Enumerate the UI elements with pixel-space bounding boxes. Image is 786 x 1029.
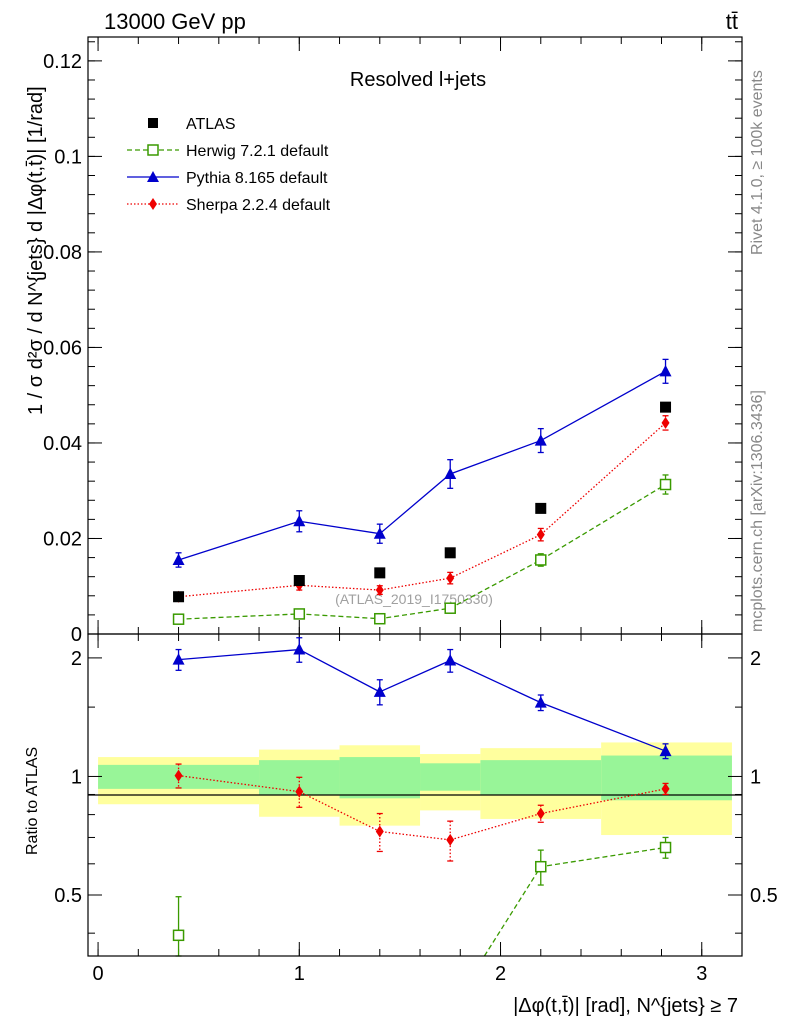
ratio-sherpa-point	[375, 825, 384, 838]
ratio-sherpa-point	[446, 833, 455, 846]
main-pythia-point	[373, 527, 386, 539]
ratio-inner-band	[339, 757, 421, 799]
ratio-inner-band	[420, 763, 481, 791]
ratio-pythia-point	[444, 653, 457, 666]
main-herwig-line	[178, 483, 666, 620]
main-y-tick-label: 0.08	[43, 242, 82, 264]
legend-pythia-label: Pythia 8.165 default	[186, 170, 328, 187]
main-herwig-point	[659, 478, 672, 491]
ratio-sherpa-point	[295, 785, 304, 798]
ratio-sherpa-point	[174, 769, 183, 782]
x-tick-label: 2	[495, 963, 506, 985]
ratio-markers	[172, 637, 672, 957]
main-atlas-point	[535, 502, 547, 514]
legend-herwig: Herwig 7.2.1 default	[127, 143, 329, 160]
main-markers	[172, 358, 672, 625]
main-herwig-point	[374, 612, 386, 625]
main-sherpa-point	[661, 416, 670, 429]
ratio-herwig-point	[659, 841, 672, 854]
main-atlas-point	[173, 591, 185, 603]
ratio-herwig-point	[535, 860, 547, 873]
ratio-pythia-point	[534, 696, 547, 708]
ratio-frame	[87, 633, 743, 957]
main-atlas-point	[444, 547, 456, 559]
legend-herwig-label: Herwig 7.2.1 default	[186, 143, 329, 160]
mcplots-label: mcplots.cern.ch [arXiv:1306.3436]	[749, 390, 766, 632]
ratio-herwig-line	[483, 846, 666, 957]
main-y-tick-label: 0.06	[43, 337, 82, 359]
ratio-pythia-point	[293, 643, 306, 655]
main-sherpa-point	[375, 584, 384, 597]
legend-sherpa-label: Sherpa 2.2.4 default	[186, 197, 331, 214]
ratio-uncertainty-bands	[98, 742, 732, 836]
main-herwig-point	[293, 608, 306, 620]
ratio-pythia-point	[172, 653, 185, 665]
main-sherpa-point	[446, 572, 455, 585]
ratio-y-tick-label-right: 2	[750, 648, 761, 670]
ratio-y-tick-label-right: 0.5	[750, 885, 778, 907]
legend-sherpa: Sherpa 2.2.4 default	[127, 197, 331, 214]
ratio-y-tick-label: 2	[71, 648, 82, 670]
main-y-tick-label: 0.12	[43, 51, 82, 73]
main-herwig-point	[535, 554, 547, 566]
main-ylabel: 1 / σ d²σ / d N^{jets} d |Δφ(t,t̄)| [1/r…	[25, 86, 47, 415]
main-panel: Resolved l+jets (ATLAS_2019_I1750330) 00…	[25, 36, 743, 646]
legend-pythia-marker	[147, 171, 159, 182]
main-atlas-point	[660, 401, 672, 413]
main-y-tick-label: 0.02	[43, 528, 82, 550]
legend-atlas: ATLAS	[148, 116, 236, 133]
ratio-ylabel: Ratio to ATLAS	[24, 747, 41, 855]
watermark-label: (ATLAS_2019_I1750330)	[335, 591, 493, 607]
process-label: tt̄	[726, 9, 738, 34]
x-tick-label: 3	[696, 963, 707, 985]
rivet-label: Rivet 4.1.0, ≥ 100k events	[749, 70, 766, 255]
main-pythia-point	[659, 364, 672, 377]
legend-pythia: Pythia 8.165 default	[127, 170, 328, 187]
main-pythia-point	[444, 467, 457, 480]
ratio-sherpa-point	[661, 782, 670, 795]
ratio-y-tick-label-right: 1	[750, 766, 761, 788]
ratio-inner-band	[480, 760, 602, 795]
ratio-y-tick-label: 1	[71, 766, 82, 788]
ratio-herwig-point	[172, 929, 185, 942]
legend-herwig-marker	[147, 144, 159, 156]
main-herwig-point	[172, 613, 185, 625]
main-atlas-point	[293, 575, 305, 587]
legend: ATLAS Herwig 7.2.1 default Pythia 8.165 …	[127, 116, 331, 214]
ratio-pythia-point	[373, 685, 386, 697]
main-pythia-point	[293, 514, 306, 527]
ratio-axis-ticks: 0.5 0.5 1 1 2 2 0 1 2 3	[54, 634, 778, 985]
x-tick-label: 0	[92, 963, 103, 985]
main-pythia-point	[534, 434, 547, 446]
main-y-tick-label: 0	[71, 624, 82, 646]
ratio-pythia-point	[659, 744, 672, 757]
ratio-inner-band	[601, 755, 732, 801]
ratio-y-tick-label: 0.5	[54, 885, 82, 907]
main-title: Resolved l+jets	[350, 69, 486, 91]
ratio-panel: 0.5 0.5 1 1 2 2 0 1 2 3 Ratio to ATLAS |Δφ(t,t̄)|…	[24, 633, 778, 1017]
main-y-tick-label: 0.1	[54, 146, 82, 168]
main-pythia-line	[178, 370, 666, 561]
legend-sherpa-marker	[149, 198, 157, 210]
x-tick-label: 1	[294, 963, 305, 985]
x-axis-label: |Δφ(t,t̄)| [rad], N^{jets} ≥ 7	[513, 995, 738, 1017]
main-series-lines	[178, 370, 666, 620]
main-herwig-point	[444, 602, 456, 614]
ratio-sherpa-point	[536, 807, 545, 820]
main-atlas-point	[374, 567, 386, 579]
main-pythia-point	[172, 553, 185, 565]
ratio-pythia-line	[178, 648, 666, 752]
energy-label: 13000 GeV pp	[104, 9, 246, 34]
main-axis-ticks: 0 0.02 0.04 0.06 0.08 0.1 0.12	[43, 37, 742, 646]
legend-atlas-marker	[148, 118, 158, 128]
legend-atlas-label: ATLAS	[186, 116, 236, 133]
main-y-tick-label: 0.04	[43, 433, 82, 455]
main-sherpa-line	[178, 422, 666, 598]
main-sherpa-point	[536, 528, 545, 541]
